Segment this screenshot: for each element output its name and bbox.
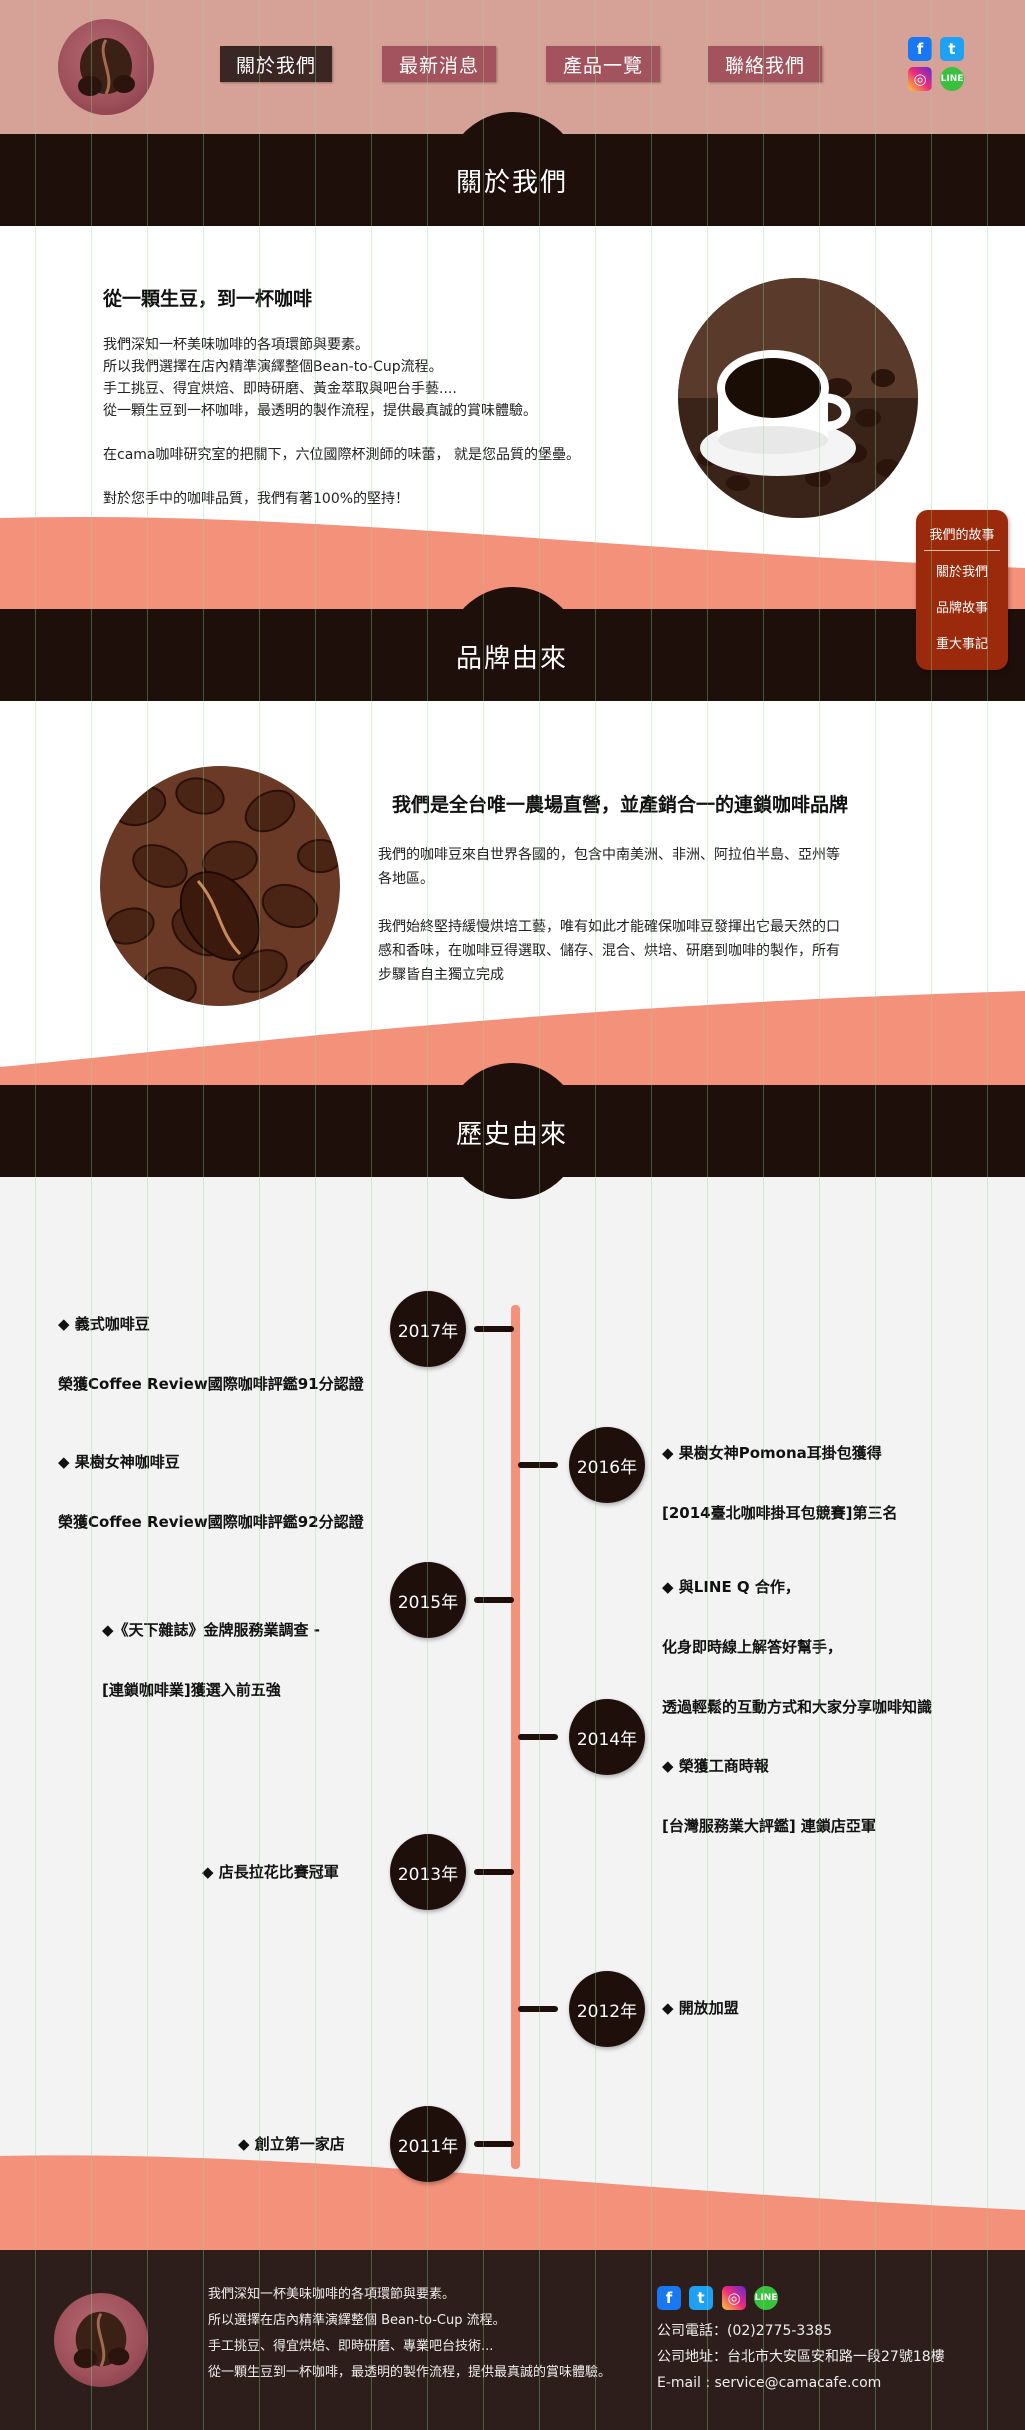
brand-line: 步驟皆自主獨立完成 [378,967,504,983]
about-heading: 從一顆生豆，到一杯咖啡 [103,288,313,310]
site-header [0,0,1025,134]
footer-line: 從一顆生豆到一杯咖啡，最透明的製作流程，提供最真誠的賞味體驗。 [208,2365,612,2380]
nav-contact[interactable]: 聯絡我們 [708,46,822,82]
about-band-circle [445,112,581,248]
site-footer [0,2250,1025,2430]
year-2015[interactable]: 2015年 [390,1562,466,1638]
year-2016[interactable]: 2016年 [569,1427,645,1503]
instagram-icon[interactable]: ◎ [722,2286,746,2310]
event-line: [連鎖咖啡業]獲選入前五強 [102,1681,281,1699]
side-menu-divider [924,550,1000,551]
event-2013: ◆ 店長拉花比賽冠軍 [202,1863,339,1881]
year-2014[interactable]: 2014年 [569,1699,645,1775]
nav-news[interactable]: 最新消息 [382,46,496,82]
event-2011: ◆ 創立第一家店 [238,2135,345,2153]
brand-wave [0,991,1025,1085]
year-2017[interactable]: 2017年 [390,1291,466,1367]
twitter-icon[interactable]: t [940,37,964,61]
line-icon[interactable]: LINE [754,2286,778,2310]
brand-line: 感和香味，在咖啡豆得選取、儲存、混合、烘培、研磨到咖啡的製作，所有 [378,943,840,959]
footer-email[interactable]: E-mail : service@camacafe.com [657,2375,882,2391]
about-line: 我們深知一杯美味咖啡的各項環節與要素。 [103,337,369,353]
line-icon[interactable]: LINE [940,67,964,91]
timeline-connector [474,1326,514,1332]
brand-band-circle [445,587,581,723]
timeline-connector [518,1462,558,1468]
timeline-connector [474,1597,514,1603]
timeline-line [511,1305,520,2169]
history-band-circle [445,1063,581,1199]
timeline-connector [518,1734,558,1740]
about-section-title: 關於我們 [455,168,568,198]
side-menu-about[interactable]: 關於我們 [935,565,988,580]
event-2016: ◆ 果樹女神Pomona耳掛包獲得 [2014臺北咖啡掛耳包競賽]第三名 ◆ 與… [662,1403,932,1737]
nav-products[interactable]: 產品一覽 [546,46,660,82]
about-line: 在cama咖啡研究室的把關下，六位國際杯測師的味蕾， 就是您品質的堡壘。 [103,447,580,463]
about-line: 所以我們選擇在店內精準演繹整個Bean-to-Cup流程。 [103,359,443,375]
history-wave [0,2155,1025,2250]
about-wave [0,516,1025,610]
coffee-bean-logo-icon [73,2311,130,2369]
event-line: ◆《天下雜誌》金牌服務業調查 - [102,1621,320,1639]
footer-about-text: 我們深知一杯美味咖啡的各項環節與要素。 所以選擇在店內精準演繹整個 Bean-t… [208,2282,611,2386]
event-line: ◆ 與LINE Q 合作， [662,1578,800,1596]
about-line: 手工挑豆、得宜烘焙、即時研磨、黃金萃取與吧台手藝.... [103,381,457,397]
event-line: 透過輕鬆的互動方式和大家分享咖啡知識 [662,1698,933,1716]
side-menu-brand[interactable]: 品牌故事 [935,601,988,616]
brand-line: 我們始終堅持緩慢烘培工藝，唯有如此才能確保咖啡豆發揮出它最天然的口 [378,919,840,935]
event-line: ◆ 果樹女神咖啡豆 [58,1453,180,1471]
timeline-connector [474,2141,514,2147]
footer-contact: 公司電話：(02)2775-3385 公司地址：台北市大安區安和路一段27號18… [657,2318,945,2396]
side-menu-history[interactable]: 重大事記 [935,637,988,652]
footer-line: 手工挑豆、得宜烘焙、即時研磨、專業吧台技術... [208,2339,494,2354]
footer-phone: 公司電話：(02)2775-3385 [657,2323,833,2339]
story-side-menu: 我們的故事 關於我們 品牌故事 重大事記 [916,510,1008,670]
year-2013[interactable]: 2013年 [390,1834,466,1910]
timeline-connector [518,2006,558,2012]
instagram-icon[interactable]: ◎ [908,67,932,91]
event-line: 榮獲Coffee Review國際咖啡評鑑92分認證 [58,1513,364,1531]
brand-text: 我們的咖啡豆來自世界各國的，包含中南美洲、非洲、阿拉伯半島、亞州等 各地區。 我… [378,843,840,987]
brand-heading: 我們是全台唯一農場直營，並產銷合一的連鎖咖啡品牌 [392,794,849,816]
event-line: ◆ 榮獲工商時報 [662,1757,769,1775]
footer-address: 公司地址：台北市大安區安和路一段27號18樓 [657,2349,945,2365]
facebook-icon[interactable]: f [908,37,932,61]
timeline-connector [474,1869,514,1875]
year-2011[interactable]: 2011年 [390,2106,466,2182]
brand-section-title: 品牌由來 [455,644,568,674]
event-2014: ◆ 榮獲工商時報 [台灣服務業大評鑑] 連鎖店亞軍 [662,1716,876,1856]
event-line: [2014臺北咖啡掛耳包競賽]第三名 [662,1504,898,1522]
history-section-title: 歷史由來 [455,1120,568,1150]
footer-line: 所以選擇在店內精準演繹整個 Bean-to-Cup 流程。 [208,2313,506,2328]
year-2012[interactable]: 2012年 [569,1971,645,2047]
footer-logo[interactable] [54,2293,148,2387]
brand-line: 各地區。 [378,871,434,887]
coffee-beans-photo [100,766,340,1006]
brand-line: 我們的咖啡豆來自世界各國的，包含中南美洲、非洲、阿拉伯半島、亞州等 [378,847,840,863]
coffee-cup-photo [678,278,918,518]
event-2015: ◆《天下雜誌》金牌服務業調查 - [連鎖咖啡業]獲選入前五強 [102,1580,320,1720]
about-text: 我們深知一杯美味咖啡的各項環節與要素。 所以我們選擇在店內精準演繹整個Bean-… [103,334,580,510]
event-line: 榮獲Coffee Review國際咖啡評鑑91分認證 [58,1375,364,1393]
logo[interactable] [58,19,154,115]
event-line: ◆ 果樹女神Pomona耳掛包獲得 [662,1444,882,1462]
coffee-bean-logo-icon [78,38,135,96]
facebook-icon[interactable]: f [657,2286,681,2310]
event-line: ◆ 義式咖啡豆 [58,1315,150,1333]
event-2012: ◆ 開放加盟 [662,1999,739,2017]
twitter-icon[interactable]: t [689,2286,713,2310]
about-line: 從一顆生豆到一杯咖啡，最透明的製作流程，提供最真誠的賞味體驗。 [103,403,537,419]
footer-line: 我們深知一杯美味咖啡的各項環節與要素。 [208,2287,456,2302]
event-2017: ◆ 義式咖啡豆 榮獲Coffee Review國際咖啡評鑑91分認證 ◆ 果樹女… [58,1274,364,1552]
nav-about[interactable]: 關於我們 [220,46,332,82]
about-line: 對於您手中的咖啡品質，我們有著100%的堅持！ [103,491,410,507]
event-line: [台灣服務業大評鑑] 連鎖店亞軍 [662,1817,876,1835]
event-line: 化身即時線上解答好幫手， [662,1638,843,1656]
side-menu-title: 我們的故事 [929,528,995,543]
